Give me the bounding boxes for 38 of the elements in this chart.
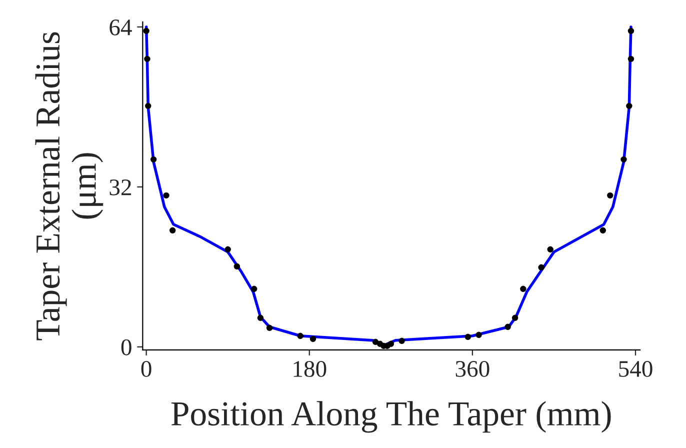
point	[310, 336, 316, 342]
point	[464, 334, 472, 340]
point	[145, 102, 152, 110]
point	[150, 156, 157, 163]
point	[143, 28, 150, 34]
point	[266, 324, 273, 331]
x-axis-title: Position Along The Taper (mm)	[171, 401, 611, 433]
y-tick-label: 0	[121, 339, 132, 356]
point	[251, 286, 258, 292]
point	[144, 56, 150, 62]
point	[600, 227, 606, 234]
point	[547, 246, 554, 253]
point	[512, 314, 518, 321]
point	[476, 332, 482, 338]
point	[388, 340, 394, 347]
point	[504, 324, 511, 330]
point	[224, 246, 231, 253]
y-tick-label: 32	[110, 179, 131, 196]
x-tick-label: 360	[456, 360, 490, 377]
y-axis-title: Taper External Radius (μm)	[35, 32, 104, 340]
point	[520, 286, 526, 292]
point	[297, 332, 304, 339]
x-tick-label: 540	[619, 360, 652, 377]
point	[372, 338, 379, 345]
point	[163, 192, 170, 199]
point	[628, 56, 634, 62]
point	[169, 227, 176, 234]
y-tick-label: 64	[110, 20, 132, 36]
point	[626, 102, 632, 110]
point	[607, 192, 614, 199]
point	[628, 28, 634, 34]
x-tick-label: 180	[294, 360, 326, 377]
point	[538, 264, 544, 271]
point	[620, 156, 627, 163]
x-tick-label: 0	[141, 360, 152, 377]
point	[398, 338, 405, 344]
point	[257, 314, 264, 321]
point	[234, 263, 240, 270]
